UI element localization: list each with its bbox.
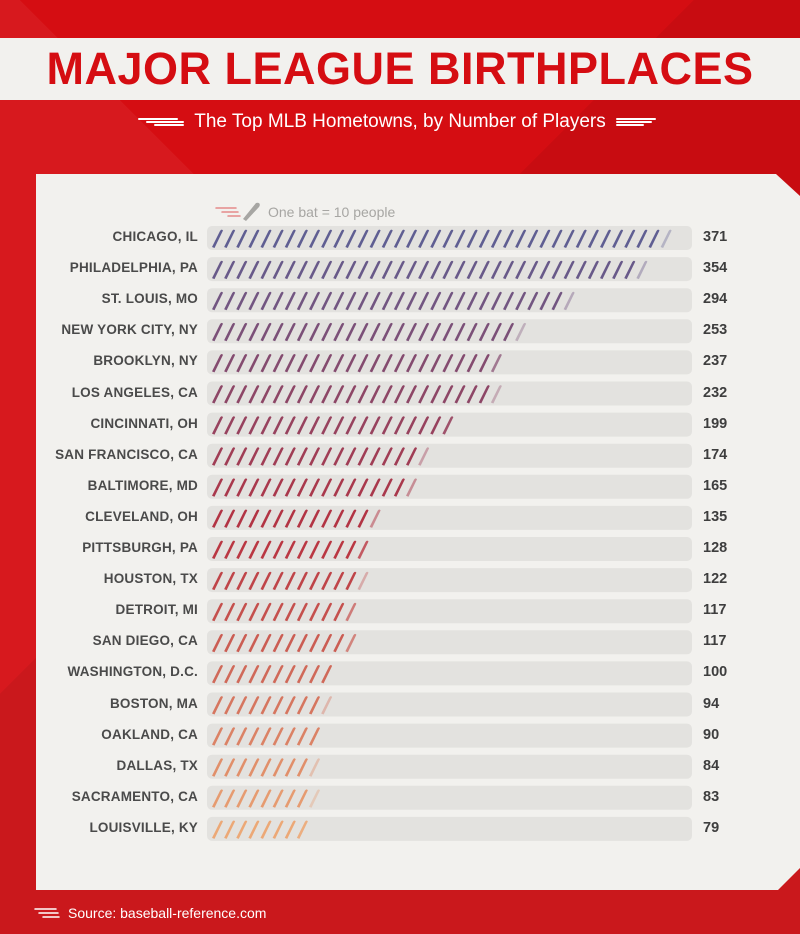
bar (212, 385, 502, 404)
value-label: 253 (703, 322, 728, 339)
category-label: DETROIT, MI (115, 602, 198, 618)
category-label: NEW YORK CITY, NY (61, 322, 198, 338)
value-label: 117 (703, 602, 727, 619)
value-label: 174 (703, 446, 728, 463)
value-label: 94 (703, 695, 720, 712)
category-label: LOUISVILLE, KY (89, 819, 198, 835)
bat-icon (215, 202, 260, 221)
value-label: 122 (703, 571, 728, 588)
subtitle: The Top MLB Hometowns, by Number of Play… (194, 111, 606, 132)
bar (212, 447, 430, 466)
bar (212, 758, 320, 777)
bar (212, 789, 320, 808)
category-label: DALLAS, TX (116, 757, 198, 773)
bar (212, 665, 333, 684)
bar (212, 354, 502, 373)
source-row: Source: baseball-reference.com (34, 902, 266, 924)
source-text: Source: baseball-reference.com (68, 905, 267, 921)
bar (212, 291, 575, 311)
category-label: CLEVELAND, OH (85, 508, 198, 524)
value-label: 199 (703, 415, 728, 432)
value-label: 232 (703, 384, 728, 401)
bar (212, 633, 357, 653)
value-label: 84 (703, 757, 720, 774)
bar (212, 478, 417, 497)
value-label: 354 (703, 260, 728, 277)
value-label: 90 (703, 726, 720, 743)
value-label: 100 (703, 664, 728, 681)
subtitle-row: The Top MLB Hometowns, by Number of Play… (0, 108, 800, 136)
bar (212, 260, 648, 280)
category-label: BALTIMORE, MD (87, 477, 198, 493)
category-label: SAN FRANCISCO, CA (55, 446, 198, 462)
bar (212, 229, 672, 248)
bar (212, 571, 369, 591)
value-label: 135 (703, 508, 728, 525)
value-label: 165 (703, 477, 728, 494)
value-label: 117 (703, 633, 727, 650)
bar (212, 509, 381, 528)
bar-track (207, 599, 692, 624)
bar-track (207, 661, 692, 686)
value-label: 371 (703, 229, 728, 245)
bar (212, 727, 320, 746)
bar-track (207, 723, 692, 748)
bar-track (207, 568, 692, 593)
legend: One bat = 10 people (214, 200, 395, 224)
bar-track (207, 754, 692, 779)
category-label: CINCINNATI, OH (90, 415, 198, 431)
value-label: 294 (703, 291, 728, 308)
category-label: SAN DIEGO, CA (92, 633, 198, 649)
bar-track (207, 630, 692, 655)
category-label: OAKLAND, CA (101, 726, 198, 742)
speed-lines-right-icon (615, 116, 662, 128)
bar-track (207, 537, 692, 561)
category-label: ST. LOUIS, MO (101, 291, 198, 307)
value-label: 128 (703, 540, 728, 556)
value-label: 79 (703, 819, 720, 836)
bar (212, 540, 369, 559)
category-label: BROOKLYN, NY (93, 353, 198, 369)
category-label: BOSTON, MA (109, 695, 198, 711)
category-label: LOS ANGELES, CA (71, 384, 198, 400)
bar-track (207, 816, 692, 841)
bar-track (207, 692, 692, 717)
bar (212, 322, 527, 342)
category-label: PITTSBURGH, PA (82, 540, 198, 555)
category-label: SACRAMENTO, CA (71, 788, 198, 804)
category-label: CHICAGO, IL (112, 229, 198, 244)
category-label: WASHINGTON, D.C. (67, 664, 198, 680)
bar (212, 820, 308, 839)
speed-lines-icon (34, 908, 60, 918)
category-label: HOUSTON, TX (103, 571, 198, 587)
bar (212, 416, 454, 435)
bar-track (207, 785, 692, 810)
value-label: 237 (703, 353, 728, 370)
speed-lines-left-icon (138, 116, 185, 128)
bar-track (207, 443, 692, 468)
value-label: 83 (703, 788, 720, 805)
bar (212, 602, 357, 622)
legend-text: One bat = 10 people (268, 204, 396, 220)
bar-track (207, 474, 692, 499)
title-banner (0, 38, 800, 100)
page-title: MAJOR LEAGUE BIRTHPLACES (46, 43, 754, 94)
bar (212, 696, 333, 715)
category-label: PHILADELPHIA, PA (69, 260, 198, 276)
bar-track (207, 505, 692, 530)
